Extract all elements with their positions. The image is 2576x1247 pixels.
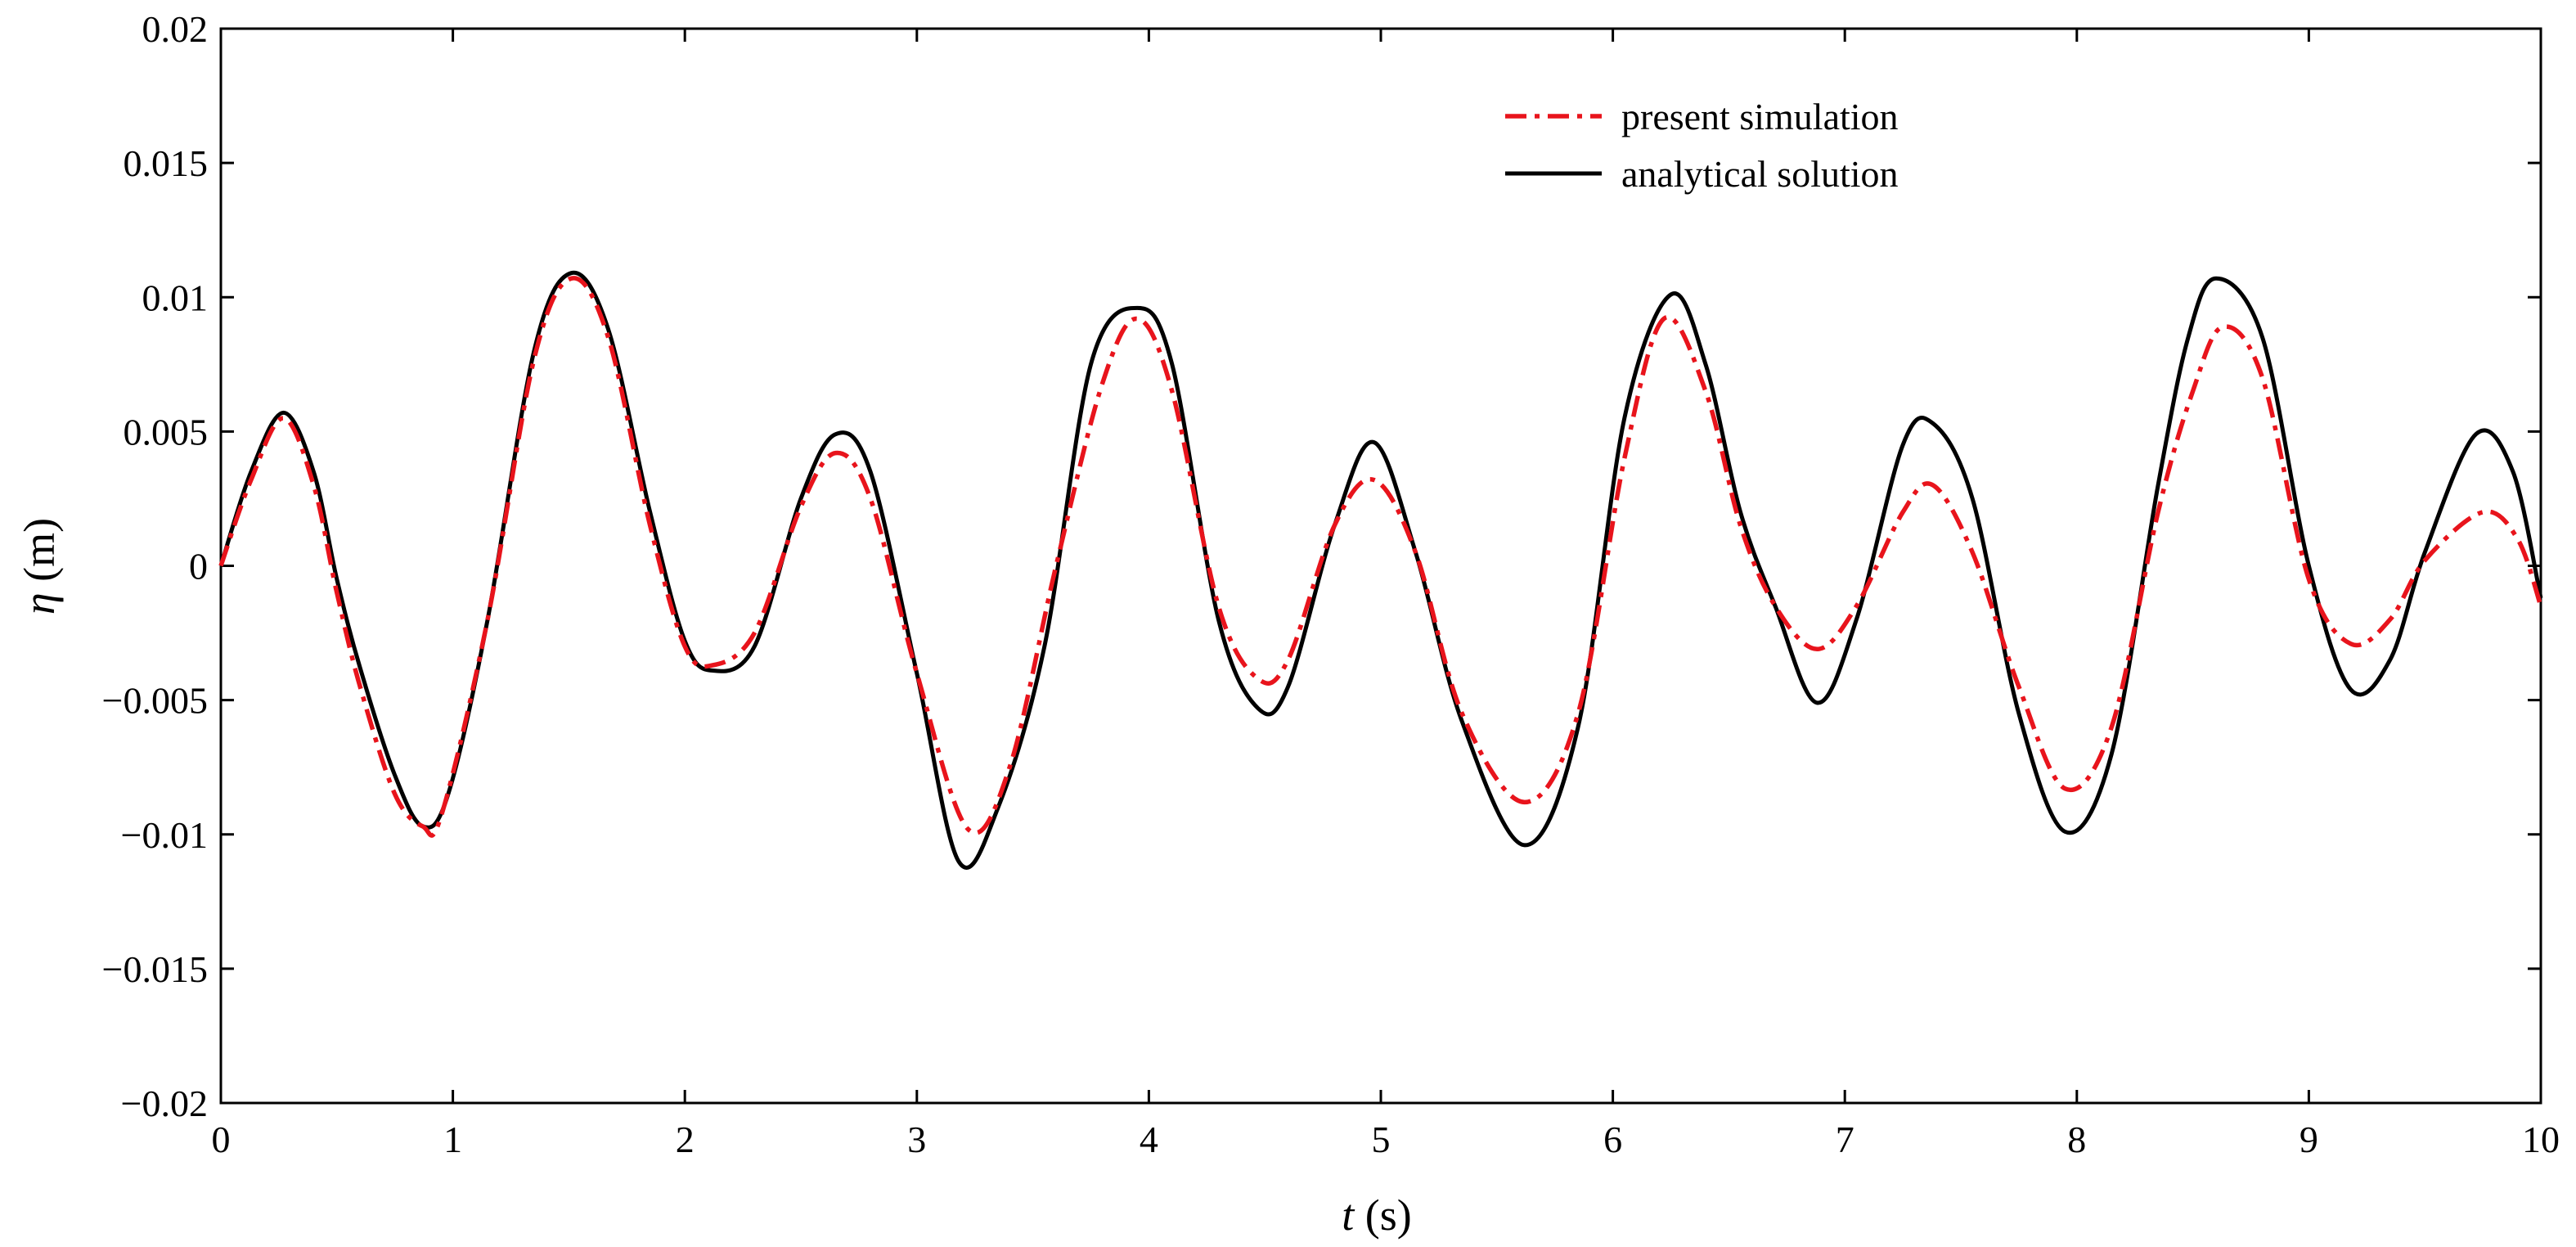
y-ticks: 0.02 0.015 0.01 0.005 0 −0.005 −0.01 −0.015 −0.0… — [102, 8, 2541, 1124]
x-tick-label: 6 — [1603, 1119, 1622, 1160]
y-tick-label: −0.01 — [121, 814, 208, 856]
x-tick-label: 7 — [1836, 1119, 1854, 1160]
x-axis-label: t (s) — [1342, 1191, 1412, 1240]
legend: present simulation analytical solution — [1505, 96, 1899, 195]
x-ticks: 0 1 2 3 4 5 6 7 8 9 10 — [212, 29, 2560, 1160]
y-tick-label: −0.02 — [121, 1083, 208, 1124]
y-tick-label: 0 — [189, 546, 208, 587]
y-tick-label: −0.005 — [102, 680, 208, 722]
legend-label-present-simulation: present simulation — [1621, 96, 1899, 137]
x-axis-symbol: t — [1342, 1191, 1355, 1240]
x-tick-label: 9 — [2300, 1119, 2318, 1160]
y-axis-label: η (m) — [15, 518, 64, 614]
series-group — [218, 270, 2543, 870]
y-tick-label: 0.005 — [124, 411, 209, 452]
y-tick-label: −0.015 — [102, 948, 208, 990]
plot-frame — [219, 27, 2542, 1105]
y-tick-label: 0.01 — [142, 277, 209, 318]
y-axis-unit: (m) — [15, 518, 64, 582]
x-tick-label: 10 — [2522, 1119, 2560, 1160]
y-tick-label: 0.02 — [142, 8, 209, 50]
x-tick-label: 1 — [443, 1119, 462, 1160]
x-axis-unit: (s) — [1365, 1191, 1412, 1240]
x-tick-label: 5 — [1372, 1119, 1391, 1160]
x-tick-label: 0 — [212, 1119, 231, 1160]
y-tick-label: 0.015 — [124, 142, 209, 184]
x-tick-label: 3 — [907, 1119, 926, 1160]
y-axis-symbol: η — [15, 592, 64, 614]
x-tick-label: 2 — [676, 1119, 695, 1160]
plot-area-border — [219, 27, 2542, 1105]
legend-label-analytical-solution: analytical solution — [1621, 153, 1899, 195]
x-tick-label: 4 — [1140, 1119, 1158, 1160]
series-line-analytical-solution — [218, 270, 2543, 870]
series-line-present-simulation — [218, 276, 2543, 838]
x-tick-label: 8 — [2067, 1119, 2086, 1160]
